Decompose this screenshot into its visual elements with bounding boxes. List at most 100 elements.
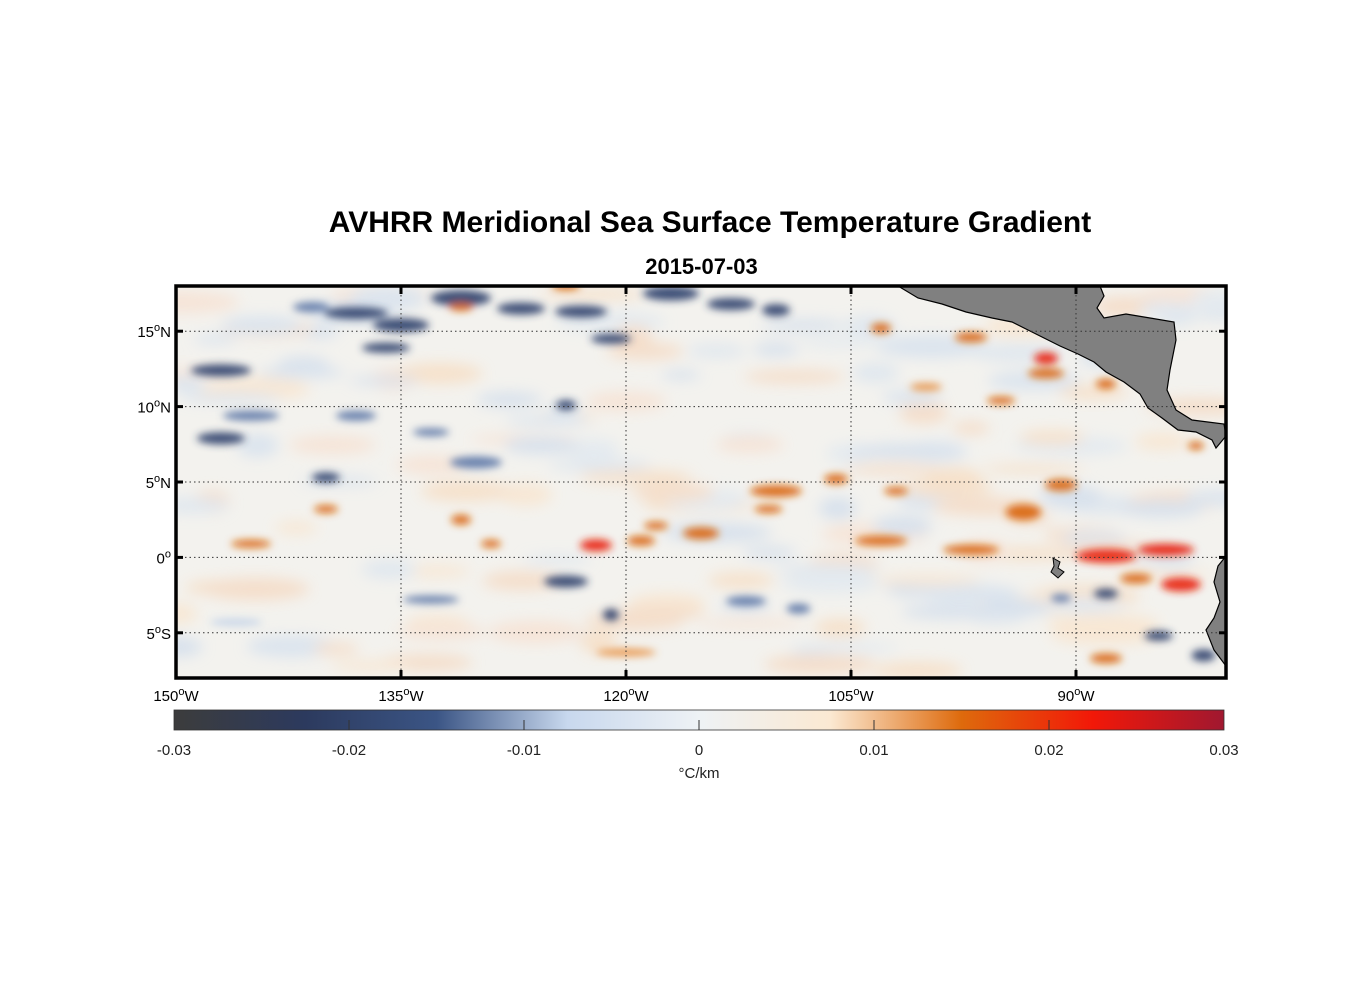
texture-blob <box>200 577 310 601</box>
longitude-label: 105oW <box>828 686 874 705</box>
gradient-feature <box>481 539 501 548</box>
texture-blob <box>497 483 553 506</box>
gradient-feature <box>1051 594 1071 603</box>
texture-blob <box>1062 531 1127 546</box>
gradient-feature <box>910 383 942 391</box>
galapagos-island <box>1050 557 1065 579</box>
colorbar-tick-label: -0.01 <box>507 742 541 759</box>
gradient-feature <box>943 544 999 555</box>
texture-blob <box>743 370 846 384</box>
gradient-feature <box>603 608 619 621</box>
texture-blob <box>1039 485 1103 509</box>
gradient-feature <box>191 364 251 377</box>
gradient-feature <box>497 302 545 315</box>
gradient-feature <box>786 603 811 614</box>
sst-field-background <box>176 286 1226 678</box>
texture-blob <box>488 620 584 644</box>
texture-blob <box>1184 490 1226 507</box>
gradient-feature <box>580 539 612 552</box>
texture-blob <box>631 482 715 502</box>
texture-blob <box>349 286 427 311</box>
texture-blob <box>313 643 359 655</box>
texture-blob <box>843 464 945 475</box>
texture-blob <box>482 571 562 591</box>
gradient-feature <box>1188 441 1204 450</box>
texture-blob <box>579 630 617 654</box>
gradient-feature <box>314 505 338 514</box>
texture-blob <box>585 391 667 412</box>
gradient-feature <box>824 474 848 484</box>
texture-blob <box>220 315 304 335</box>
texture-blob <box>1138 302 1188 316</box>
gradient-feature <box>1094 588 1118 599</box>
gradient-feature <box>1191 649 1216 662</box>
texture-blob <box>539 289 647 300</box>
texture-blob <box>476 392 543 408</box>
longitude-label: 90oW <box>1058 686 1096 705</box>
gradient-feature <box>683 527 719 540</box>
texture-blob <box>176 637 203 657</box>
texture-blob <box>798 337 882 348</box>
texture-blob <box>1119 500 1204 518</box>
gradient-feature <box>413 428 449 437</box>
gradient-feature <box>336 410 376 421</box>
gradient-feature <box>451 514 471 525</box>
texture-blob <box>288 435 376 455</box>
texture-blob <box>402 565 471 578</box>
colorbar-ticks <box>348 720 1050 730</box>
gradient-feature <box>1034 352 1058 365</box>
texture-blob <box>780 570 883 594</box>
texture-blob <box>257 366 346 379</box>
texture-blob <box>330 660 412 672</box>
texture-blob <box>696 619 806 628</box>
texture-blob <box>246 635 338 658</box>
texture-blob <box>179 393 283 404</box>
longitude-label: 135oW <box>378 686 424 705</box>
gradient-feature <box>312 472 340 483</box>
latitude-label: 10oN <box>137 398 171 417</box>
texture-blob <box>579 470 693 484</box>
gradient-feature <box>871 323 891 334</box>
texture-blob <box>1190 289 1226 312</box>
gradient-feature <box>449 303 473 312</box>
texture-blob <box>1134 432 1191 451</box>
gradient-feature <box>762 304 790 317</box>
map-frame-ticks <box>174 286 1226 678</box>
texture-blob <box>396 455 467 475</box>
latitude-label: 15oN <box>137 322 171 341</box>
gradient-feature <box>556 400 576 411</box>
gradient-feature <box>362 342 410 353</box>
gradient-feature <box>293 302 329 313</box>
colorbar-tick-label: -0.02 <box>332 742 366 759</box>
gradient-feature <box>884 487 908 495</box>
texture-blob <box>236 433 279 458</box>
gradient-feature <box>1076 548 1136 563</box>
texture-blob <box>900 604 999 619</box>
latitude-label: 5oN <box>146 473 171 492</box>
gradient-feature <box>431 290 491 307</box>
map-date: 2015-07-03 <box>645 254 758 279</box>
texture-blob <box>901 478 994 498</box>
texture-blob <box>661 370 701 380</box>
texture-blob <box>687 344 746 358</box>
gradient-feature <box>1120 573 1152 584</box>
texture-blob <box>617 605 706 620</box>
texture-blob <box>872 662 963 678</box>
texture-blob <box>707 572 775 589</box>
texture-blob <box>176 291 240 314</box>
gradient-feature <box>591 333 631 344</box>
texture-blob <box>176 603 198 624</box>
gradient-feature <box>403 595 459 604</box>
texture-blob <box>396 623 487 640</box>
colorbar-unit-label: °C/km <box>679 765 720 782</box>
texture-blob <box>504 416 592 427</box>
texture-blob <box>872 515 933 537</box>
colorbar-tick-labels: -0.03 -0.02 -0.01 0 0.01 0.02 0.03 <box>157 742 1239 759</box>
gradient-feature <box>754 505 783 514</box>
gradient-feature <box>223 410 279 421</box>
latitude-labels: 15oN 10oN 5oN 0o 5oS <box>137 322 171 643</box>
gradient-feature <box>544 575 588 588</box>
map-title: AVHRR Meridional Sea Surface Temperature… <box>328 206 1092 239</box>
texture-blob <box>899 402 949 424</box>
